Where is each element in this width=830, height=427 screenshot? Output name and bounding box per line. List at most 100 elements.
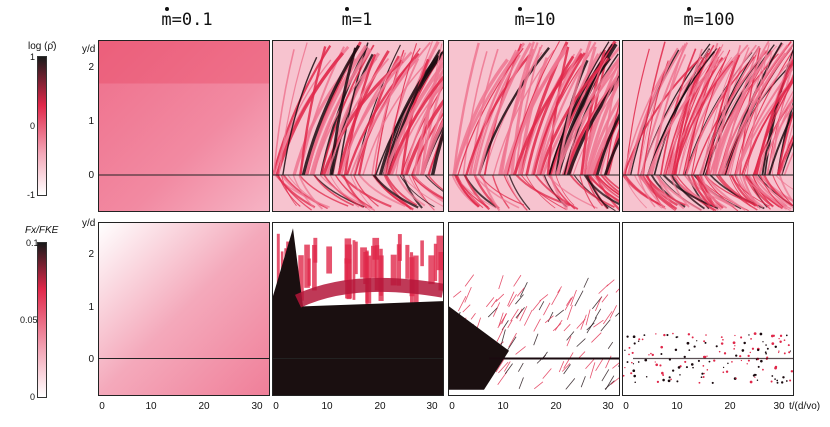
column-title-value: =1 [351, 10, 373, 30]
m-dot-symbol: m [683, 7, 694, 30]
filament-streak [592, 116, 619, 176]
filament-streak [761, 174, 788, 207]
filament-streak [705, 54, 741, 176]
flux-dot [654, 361, 656, 363]
filament-streak [549, 174, 569, 211]
x-tick-c3-10: 10 [497, 401, 509, 412]
filament-streak [623, 50, 677, 176]
flux-dot [633, 342, 636, 345]
flux-streak [344, 238, 352, 264]
flux-dot [790, 370, 793, 373]
filament-streak [556, 63, 619, 176]
flux-dot [672, 369, 675, 372]
flux-dot [702, 365, 705, 367]
flux-dot [686, 341, 690, 345]
flux-dot [651, 353, 654, 357]
flux-streak [578, 351, 586, 359]
y-tick-top-2: 2 [88, 62, 94, 73]
filament-streak [580, 49, 606, 176]
filament-streak [582, 70, 619, 176]
filament-streak [734, 65, 793, 176]
filament-streak [273, 49, 295, 176]
filament-streak [473, 174, 520, 209]
filament-streak [275, 51, 345, 176]
filament-streak [666, 52, 739, 176]
flux-streak [374, 245, 380, 291]
filament-streak [583, 174, 619, 206]
colorbar-density-tick-mid: 0 [30, 121, 36, 131]
flux-dot [788, 351, 791, 354]
flux-dot [779, 334, 783, 338]
filament-streak [586, 97, 619, 176]
flux-dot [633, 374, 637, 378]
flux-dot [789, 379, 792, 382]
column-title-value: =100 [693, 10, 735, 30]
filament-streak [320, 44, 375, 176]
flux-dot [675, 336, 678, 339]
flux-streak [538, 301, 545, 311]
filament-streak [525, 174, 556, 209]
flux-dot [759, 332, 763, 336]
filament-streak [349, 41, 431, 176]
filament-streak [595, 113, 619, 176]
flux-streak [518, 377, 524, 389]
flux-dot [676, 380, 679, 383]
flux-dot [693, 345, 696, 348]
flux-dot [778, 350, 780, 352]
filament-streak [599, 116, 619, 176]
flux-dot [735, 377, 737, 380]
x-tick-c4-20: 20 [724, 401, 736, 412]
filament-streak [282, 56, 318, 176]
flux-dot [741, 349, 745, 352]
x-tick-c1-30: 30 [251, 401, 263, 412]
filament-streak [603, 137, 619, 176]
flux-dot [702, 376, 705, 378]
filament-streak [720, 43, 793, 176]
filament-streak [465, 53, 531, 176]
filament-streak [565, 57, 608, 176]
filament-streak [421, 43, 443, 175]
filament-streak [759, 174, 784, 208]
flux-dot [698, 381, 701, 384]
y-tick-bottom-2: 2 [88, 249, 94, 260]
flux-dot [672, 332, 674, 335]
flux-streak [365, 250, 369, 303]
panel-flux-m10 [448, 222, 620, 396]
flux-streak [490, 298, 498, 308]
filament-streak [735, 78, 793, 176]
flux-dot [656, 380, 660, 384]
flux-dot [632, 363, 635, 365]
filament-streak [479, 174, 525, 206]
flux-streak [276, 233, 280, 283]
flux-streak [503, 361, 511, 372]
flux-streak [519, 282, 528, 297]
y-axis-label-top: y/d [82, 44, 96, 55]
flux-streak [506, 336, 517, 352]
flux-dot [747, 354, 750, 358]
filament-streak [413, 174, 443, 203]
flux-dot [674, 348, 678, 352]
filament-streak [775, 174, 793, 190]
flux-streak [580, 314, 587, 330]
flux-streak [485, 297, 495, 308]
m-dot-symbol: m [514, 7, 525, 30]
flux-streak [515, 346, 526, 355]
filament-streak [503, 174, 528, 211]
filament-streak [698, 45, 777, 176]
flux-streak [492, 302, 501, 317]
filament-streak [670, 51, 712, 176]
flux-dot [746, 363, 748, 365]
flux-dot [779, 340, 782, 344]
flux-streak [561, 363, 571, 372]
flux-streak [576, 338, 586, 347]
flux-dot [725, 370, 729, 373]
flux-dot [739, 355, 742, 358]
filament-streak [657, 174, 685, 210]
flux-streak [326, 246, 333, 274]
filament-streak [514, 46, 542, 176]
flux-streak [595, 357, 605, 371]
flux-dot [637, 340, 640, 342]
filament-streak [387, 75, 443, 176]
flux-dot [687, 333, 691, 336]
filament-streak [472, 49, 517, 176]
